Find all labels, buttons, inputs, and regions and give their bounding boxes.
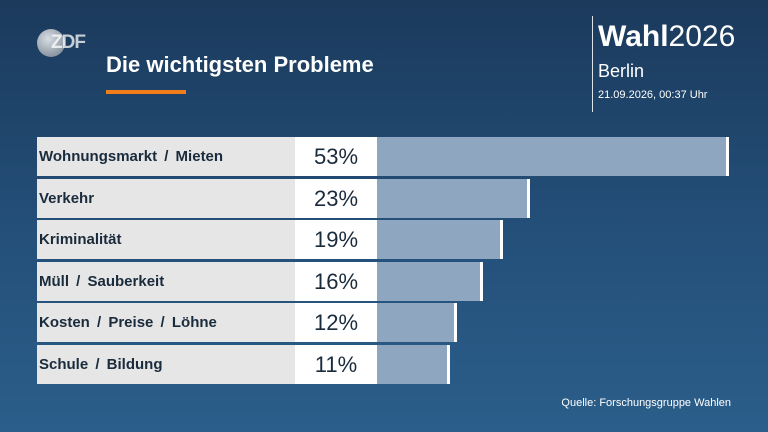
- category-label: Kriminalität: [37, 220, 295, 260]
- chart-row: Wohnungsmarkt / Mieten 53%: [37, 137, 737, 176]
- value-label: 53%: [295, 137, 377, 176]
- timestamp: 21.09.2026, 00:37 Uhr: [598, 89, 708, 101]
- bar: [377, 261, 483, 301]
- region-label: Berlin: [598, 61, 645, 81]
- chart-title: Die wichtigsten Probleme: [106, 52, 374, 77]
- category-label: Müll / Sauberkeit: [37, 261, 295, 301]
- bar: [377, 220, 503, 260]
- bar-track: [377, 345, 729, 384]
- chart-row: Kriminalität 19%: [37, 220, 737, 260]
- zdf-logo: ZDF: [37, 29, 87, 59]
- zdf-logo-icon: [37, 29, 65, 57]
- bar-track: [377, 303, 729, 343]
- bar-track: [377, 137, 729, 176]
- bar-track: [377, 178, 729, 218]
- brand-year: 2026: [668, 20, 736, 53]
- value-label: 19%: [295, 220, 377, 260]
- category-label: Wohnungsmarkt / Mieten: [37, 137, 295, 176]
- bar-track: [377, 261, 729, 301]
- zdf-logo-text: ZDF: [51, 32, 86, 53]
- bar: [377, 303, 457, 343]
- value-label: 16%: [295, 261, 377, 301]
- brand-bold: Wahl: [598, 20, 669, 53]
- chart-row: Kosten / Preise / Löhne 12%: [37, 303, 737, 343]
- chart-row: Verkehr 23%: [37, 178, 737, 218]
- bar: [377, 345, 450, 384]
- bar: [377, 137, 729, 176]
- brand-wordmark: Wahl2026: [598, 20, 735, 54]
- value-label: 11%: [295, 345, 377, 384]
- value-label: 23%: [295, 178, 377, 218]
- category-label: Kosten / Preise / Löhne: [37, 303, 295, 343]
- value-label: 12%: [295, 303, 377, 343]
- bar: [377, 178, 530, 218]
- header-divider: [592, 16, 593, 112]
- chart-row: Schule / Bildung 11%: [37, 345, 737, 384]
- bar-track: [377, 220, 729, 260]
- category-label: Schule / Bildung: [37, 345, 295, 384]
- bar-chart: Wohnungsmarkt / Mieten 53% Verkehr 23% Krimi…: [37, 137, 737, 387]
- category-label: Verkehr: [37, 178, 295, 218]
- source-note: Quelle: Forschungsgruppe Wahlen: [561, 397, 731, 409]
- chart-row: Müll / Sauberkeit 16%: [37, 261, 737, 301]
- title-underline: [106, 90, 186, 94]
